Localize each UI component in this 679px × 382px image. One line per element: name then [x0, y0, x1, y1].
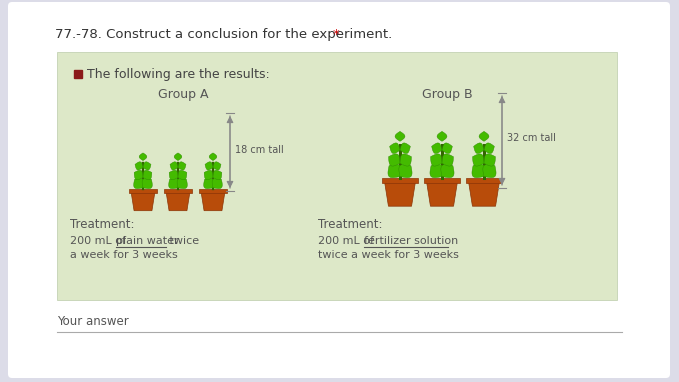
Bar [424, 178, 460, 183]
Polygon shape [209, 153, 217, 160]
Polygon shape [142, 178, 152, 189]
Text: Treatment:: Treatment: [318, 218, 382, 231]
Bar [130, 189, 157, 193]
Polygon shape [213, 162, 221, 170]
Bar [74, 70, 82, 78]
Polygon shape [131, 192, 155, 211]
Bar [466, 178, 502, 183]
Text: The following are the results:: The following are the results: [87, 68, 270, 81]
Bar [382, 178, 418, 183]
Polygon shape [384, 182, 416, 206]
Text: 200 mL of: 200 mL of [318, 236, 378, 246]
Polygon shape [472, 165, 485, 178]
Polygon shape [134, 170, 143, 180]
Polygon shape [441, 165, 454, 178]
Polygon shape [442, 154, 454, 166]
Polygon shape [400, 143, 410, 154]
FancyBboxPatch shape [8, 2, 670, 378]
Polygon shape [400, 154, 411, 166]
Polygon shape [201, 192, 225, 211]
Polygon shape [178, 170, 187, 180]
Text: 32 cm tall: 32 cm tall [507, 133, 556, 143]
Text: twice: twice [166, 236, 199, 246]
Text: Group B: Group B [422, 88, 473, 101]
Polygon shape [204, 170, 213, 180]
Polygon shape [388, 165, 401, 178]
Polygon shape [212, 178, 222, 189]
FancyBboxPatch shape [57, 52, 617, 300]
Polygon shape [395, 131, 405, 141]
Polygon shape [134, 178, 144, 189]
Text: a week for 3 weeks: a week for 3 weeks [70, 250, 178, 260]
Polygon shape [135, 162, 143, 170]
Polygon shape [442, 143, 452, 154]
Polygon shape [399, 165, 412, 178]
Text: 18 cm tall: 18 cm tall [235, 145, 284, 155]
Polygon shape [484, 154, 496, 166]
Polygon shape [437, 131, 447, 141]
Polygon shape [484, 143, 494, 154]
Polygon shape [204, 178, 214, 189]
Polygon shape [170, 162, 178, 170]
Text: plain water: plain water [116, 236, 179, 246]
Polygon shape [430, 154, 442, 166]
Polygon shape [143, 162, 151, 170]
Polygon shape [469, 182, 499, 206]
Polygon shape [483, 165, 496, 178]
Polygon shape [213, 170, 222, 180]
Polygon shape [473, 154, 484, 166]
Polygon shape [178, 162, 186, 170]
Bar [164, 189, 191, 193]
Polygon shape [430, 165, 443, 178]
Polygon shape [479, 131, 489, 141]
Polygon shape [390, 143, 400, 154]
Polygon shape [168, 178, 179, 189]
Polygon shape [426, 182, 458, 206]
Polygon shape [432, 143, 442, 154]
Bar [200, 189, 227, 193]
Text: 200 mL of: 200 mL of [70, 236, 130, 246]
Polygon shape [205, 162, 213, 170]
Text: 77.-78. Construct a conclusion for the experiment.: 77.-78. Construct a conclusion for the e… [55, 28, 397, 41]
Text: Group A: Group A [158, 88, 208, 101]
Text: Your answer: Your answer [57, 315, 129, 328]
Text: *: * [333, 28, 340, 41]
Polygon shape [175, 153, 182, 160]
Polygon shape [388, 154, 400, 166]
Polygon shape [169, 170, 178, 180]
Polygon shape [474, 143, 484, 154]
Text: twice a week for 3 weeks: twice a week for 3 weeks [318, 250, 459, 260]
Text: Treatment:: Treatment: [70, 218, 134, 231]
Polygon shape [177, 178, 187, 189]
Text: fertilizer solution: fertilizer solution [364, 236, 458, 246]
Polygon shape [143, 170, 152, 180]
Polygon shape [166, 192, 190, 211]
Polygon shape [139, 153, 147, 160]
